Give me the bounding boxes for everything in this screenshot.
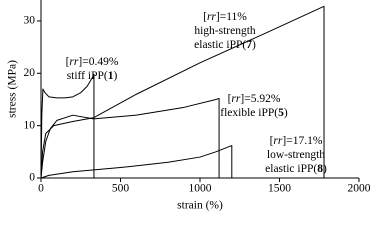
annotation: low-strength (267, 149, 325, 161)
annotation: [rr]=0.49% (66, 56, 119, 68)
x-tick-label: 2000 (348, 183, 371, 195)
annotation-text: ) (252, 39, 256, 51)
annotation-text: elastic iPP( (194, 39, 246, 51)
annotation-text: 1 (108, 70, 114, 82)
annotation-text: ]=0.49% (78, 56, 118, 68)
annotation: stiff iPP(1) (67, 70, 118, 82)
annotation-text: ) (113, 70, 117, 82)
annotation: [rr]=5.92% (228, 93, 281, 105)
annotation-text: 8 (317, 163, 323, 175)
y-tick-label: 0 (29, 172, 35, 184)
annotation-text: [ (228, 93, 232, 105)
annotation-text: rr (69, 56, 78, 68)
annotation: [rr]=11% (203, 11, 247, 23)
annotation: elastic iPP(8) (265, 163, 327, 175)
annotation-text: ]=11% (216, 11, 247, 23)
stress-strain-curve (40, 145, 233, 179)
annotation-text: 7 (246, 39, 252, 51)
annotation-text: low-strength (267, 149, 325, 161)
annotation-text: high-strength (194, 25, 256, 37)
x-tick-label: 0 (38, 183, 44, 195)
y-tick-label: 10 (24, 119, 36, 131)
stress-strain-curve (40, 5, 325, 179)
page: {"chart_data": { "type": "line", "xlabel… (6, 0, 371, 212)
annotation: [rr]=17.1% (270, 135, 323, 147)
x-axis-label: strain (%) (177, 200, 223, 212)
y-axis-label: stress (MPa) (7, 60, 19, 118)
annotation: flexible iPP(5) (220, 107, 288, 119)
annotation-text: elastic iPP( (265, 163, 317, 175)
annotation-text: 5 (278, 107, 284, 119)
annotation-text: ) (323, 163, 327, 175)
annotation-text: [ (66, 56, 70, 68)
stress-strain-curve (40, 97, 220, 179)
annotation-text: [ (203, 11, 207, 23)
y-tick-label: 30 (24, 15, 36, 27)
annotation-text: stiff iPP( (67, 70, 108, 82)
stress-strain-curve (40, 73, 95, 179)
x-tick-label: 1000 (189, 183, 212, 195)
chart: strain (%) stress (MPa) 0 500 1000 1500 2000… (7, 0, 371, 212)
annotation-text: ]=17.1% (282, 135, 322, 147)
x-tick-label: 500 (112, 183, 130, 195)
annotation-text: rr (207, 11, 216, 23)
annotation-text: ]=5.92% (240, 93, 280, 105)
annotation-text: ) (284, 107, 288, 119)
annotation-text: flexible iPP( (220, 107, 278, 119)
annotation: elastic iPP(7) (194, 39, 256, 51)
annotation-text: rr (273, 135, 282, 147)
annotation-text: [ (270, 135, 274, 147)
x-tick-label: 1500 (268, 183, 291, 195)
annotation-text: rr (231, 93, 240, 105)
annotation: high-strength (194, 25, 256, 37)
y-tick-label: 20 (24, 67, 36, 79)
